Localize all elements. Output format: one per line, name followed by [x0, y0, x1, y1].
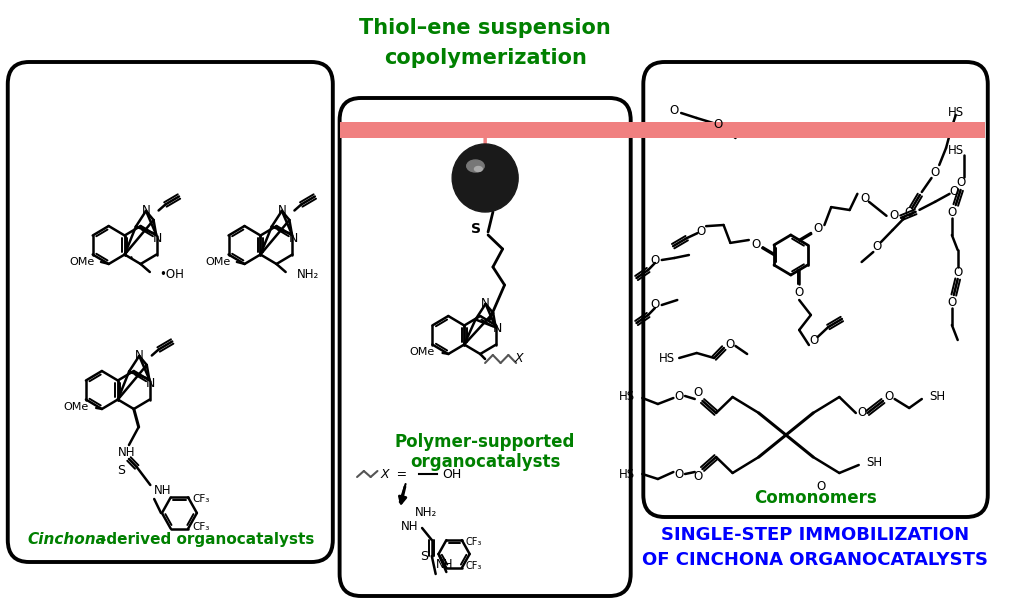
Text: SINGLE-STEP IMMOBILIZATION: SINGLE-STEP IMMOBILIZATION: [662, 526, 969, 544]
Text: O: O: [650, 254, 659, 267]
Text: OMe: OMe: [63, 402, 88, 412]
Text: N: N: [141, 204, 151, 217]
Text: CF₃: CF₃: [193, 495, 210, 504]
Text: Cinchona: Cinchona: [28, 532, 106, 547]
Text: -derived organocatalysts: -derived organocatalysts: [100, 532, 314, 547]
Text: SH: SH: [930, 390, 946, 403]
Text: O: O: [675, 390, 684, 403]
Text: O: O: [857, 406, 866, 420]
Text: HS: HS: [947, 106, 964, 118]
Text: O: O: [947, 206, 956, 218]
Text: •OH: •OH: [160, 268, 184, 281]
Text: O: O: [931, 165, 940, 179]
Text: O: O: [751, 237, 760, 251]
Text: O: O: [860, 192, 869, 206]
Text: S: S: [420, 550, 428, 562]
Text: N: N: [135, 350, 143, 362]
Text: X: X: [515, 353, 523, 365]
Text: O: O: [725, 337, 734, 351]
Text: CF₃: CF₃: [466, 537, 482, 547]
Text: O: O: [816, 481, 825, 493]
Text: •: •: [128, 254, 133, 263]
Text: O: O: [670, 104, 679, 117]
Text: N: N: [146, 377, 156, 390]
Text: OMe: OMe: [206, 257, 231, 267]
Ellipse shape: [474, 167, 482, 171]
Text: OH: OH: [442, 467, 462, 481]
Text: NH: NH: [435, 558, 454, 570]
Text: NH: NH: [119, 447, 136, 459]
Text: O: O: [809, 334, 818, 346]
Text: NH₂: NH₂: [416, 506, 437, 518]
Text: N: N: [278, 204, 286, 217]
Text: Thiol–ene suspension: Thiol–ene suspension: [359, 18, 611, 38]
Text: NH: NH: [400, 520, 418, 533]
Text: S: S: [117, 464, 125, 478]
Text: OMe: OMe: [410, 347, 435, 357]
Text: CF₃: CF₃: [466, 561, 482, 571]
Text: OF CINCHONA ORGANOCATALYSTS: OF CINCHONA ORGANOCATALYSTS: [642, 551, 988, 569]
FancyBboxPatch shape: [8, 62, 333, 562]
Text: OMe: OMe: [70, 257, 95, 267]
Text: N: N: [481, 298, 489, 310]
Text: O: O: [696, 224, 706, 238]
Text: N: N: [289, 232, 298, 245]
Circle shape: [453, 144, 518, 212]
Text: HS: HS: [618, 467, 635, 481]
Text: NH₂: NH₂: [297, 268, 319, 281]
Text: Comonomers: Comonomers: [754, 489, 877, 507]
Text: O: O: [693, 387, 702, 400]
Text: N: N: [153, 232, 162, 245]
Text: HS: HS: [618, 390, 635, 403]
Text: Polymer-supported: Polymer-supported: [395, 433, 575, 451]
Text: O: O: [956, 176, 966, 190]
Text: O: O: [904, 207, 913, 220]
Text: HS: HS: [659, 351, 676, 365]
Text: O: O: [714, 118, 723, 132]
Text: HS: HS: [947, 143, 964, 157]
Text: O: O: [947, 295, 956, 309]
Text: O: O: [950, 185, 959, 198]
FancyBboxPatch shape: [643, 62, 988, 517]
Text: O: O: [693, 470, 702, 484]
Text: O: O: [884, 390, 893, 403]
Text: CF₃: CF₃: [193, 522, 210, 531]
Text: O: O: [675, 467, 684, 481]
Text: X  =: X =: [380, 467, 408, 481]
Text: O: O: [813, 223, 822, 235]
FancyArrow shape: [340, 122, 985, 138]
Text: O: O: [872, 240, 882, 254]
Text: S: S: [471, 222, 481, 236]
FancyBboxPatch shape: [340, 98, 631, 596]
Text: O: O: [650, 298, 659, 312]
Text: O: O: [890, 209, 899, 222]
Text: SH: SH: [866, 456, 883, 470]
Ellipse shape: [467, 160, 484, 172]
Text: N: N: [493, 322, 502, 335]
Text: copolymerization: copolymerization: [384, 48, 587, 68]
Text: organocatalysts: organocatalysts: [410, 453, 560, 471]
Text: O: O: [795, 285, 804, 298]
Text: NH: NH: [155, 484, 172, 498]
Text: O: O: [953, 267, 963, 279]
